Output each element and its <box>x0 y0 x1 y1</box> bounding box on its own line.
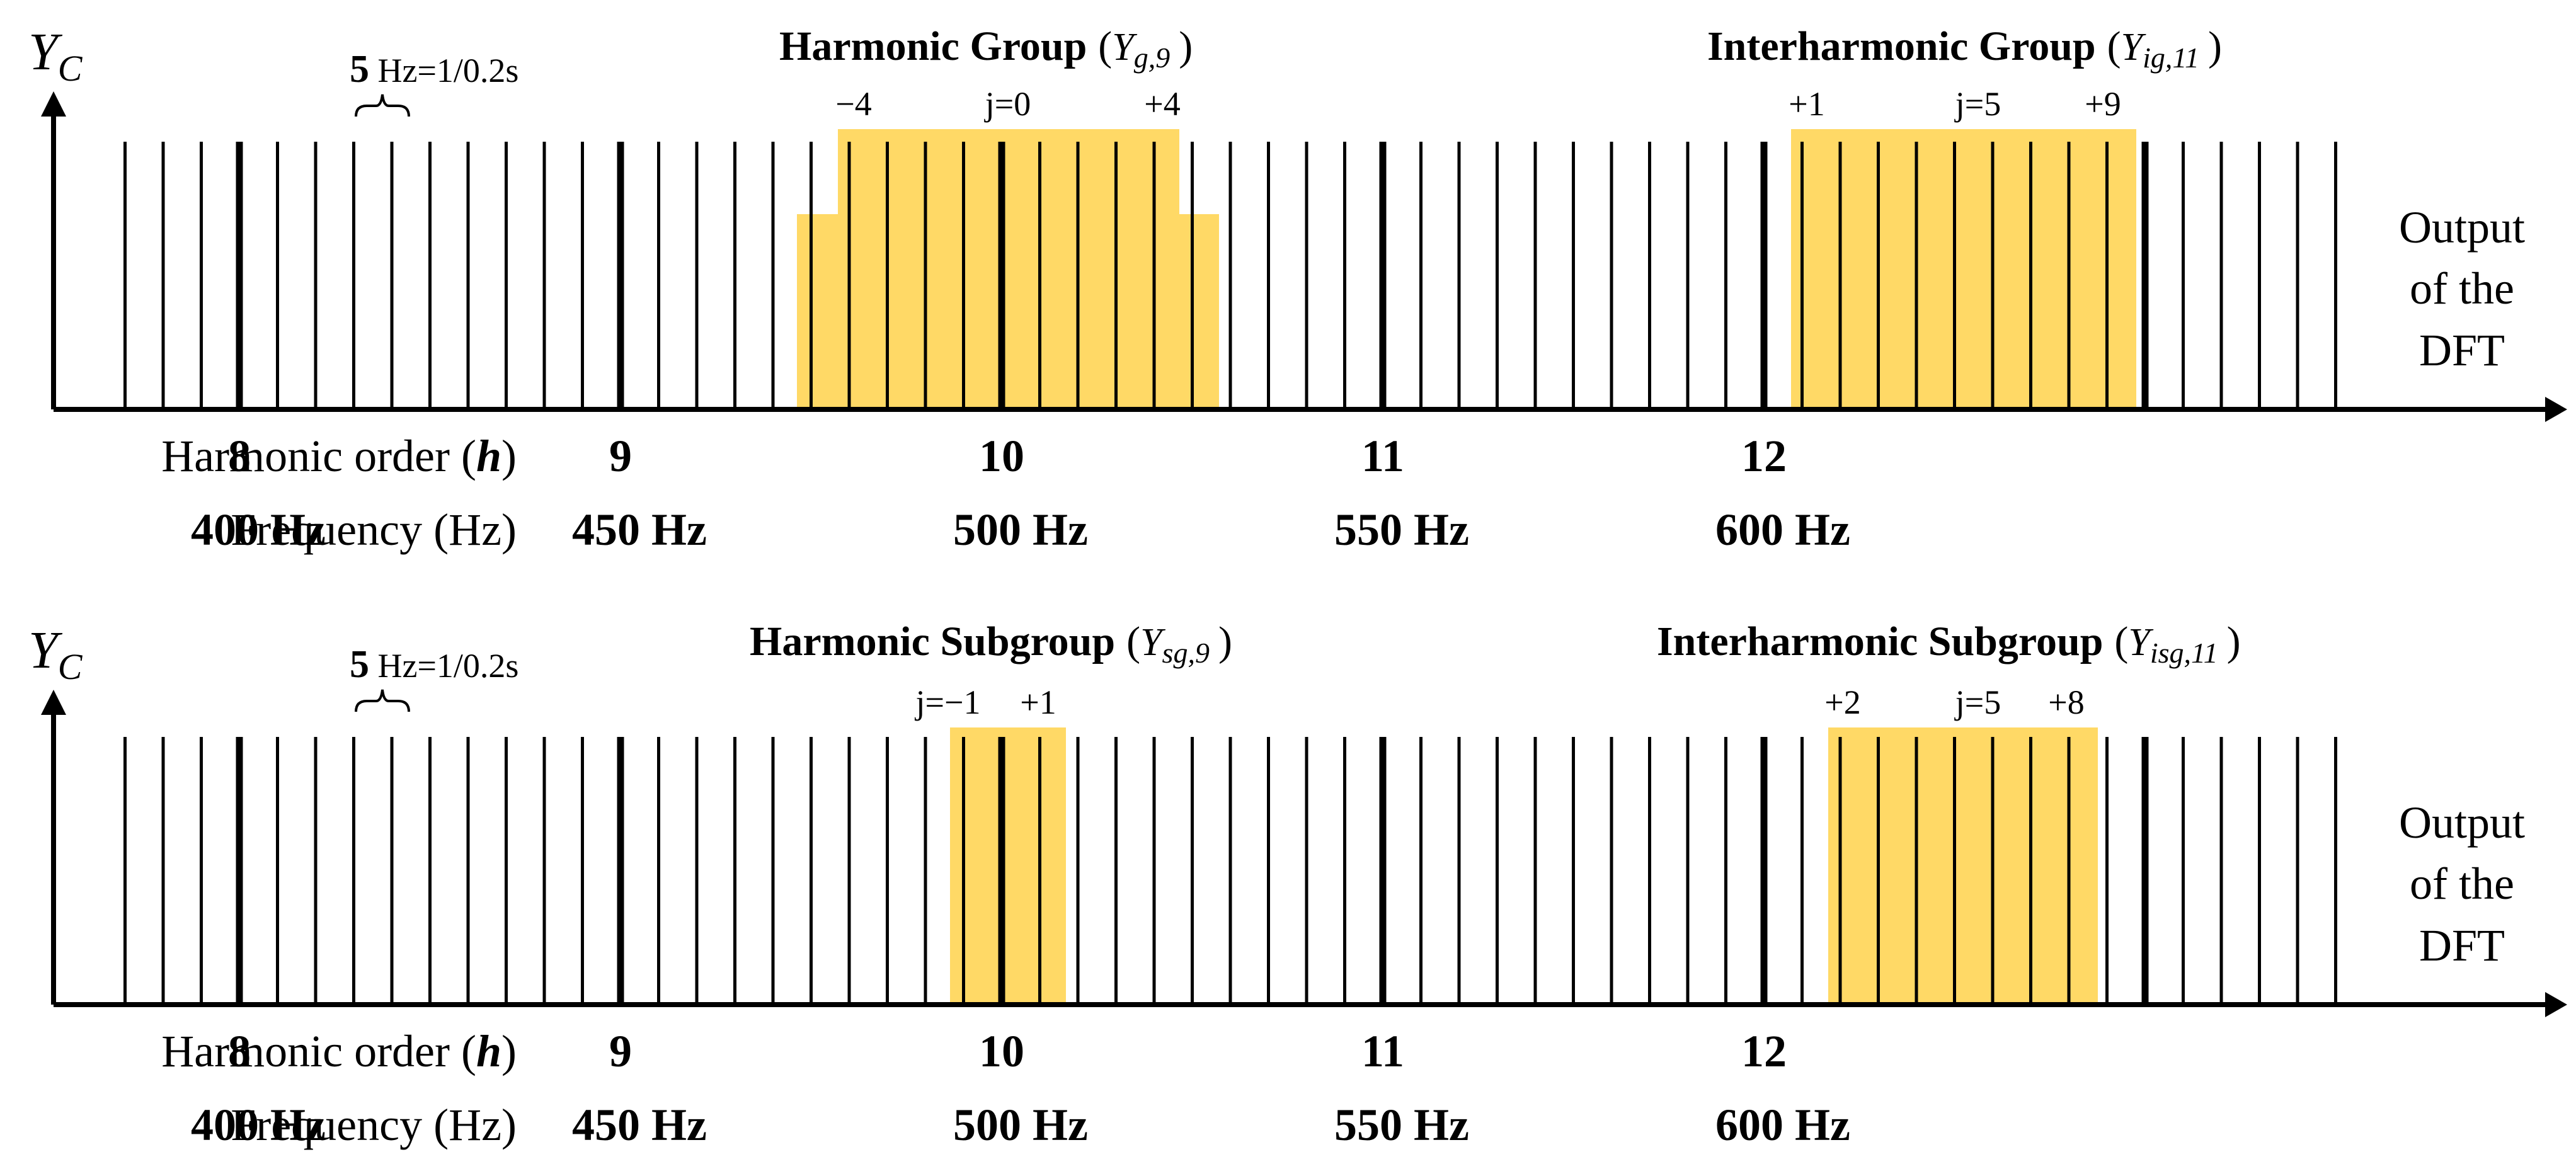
frequency-tick-label: 600 Hz <box>1715 1100 1850 1150</box>
y-axis-label: YC <box>28 23 83 89</box>
harmonic-group-title: Harmonic Group (Yg,9) <box>779 23 1193 74</box>
harmonic-order-tick-label: 8 <box>228 1026 251 1076</box>
bin-spacing-brace-icon <box>355 94 410 117</box>
harmonic-order-tick-label: 9 <box>609 1026 632 1076</box>
highlight-interharmonic-group-region <box>1791 129 2136 409</box>
magnitude-axis-arrow-icon <box>41 690 66 715</box>
frequency-tick-label: 450 Hz <box>572 1100 707 1150</box>
harmonic-order-tick-label: 8 <box>228 431 251 481</box>
highlight-harmonic-subgroup-region <box>950 727 1066 1005</box>
frequency-tick-label: 550 Hz <box>1334 1100 1469 1150</box>
harmonic-order-label: Harmonic order (h) <box>161 431 517 481</box>
frequency-ticks: 400 Hz 450 Hz 500 Hz 550 Hz 600 Hz <box>191 505 1850 555</box>
output-label-line3: DFT <box>2419 920 2505 971</box>
harmonic-order-tick-label: 12 <box>1741 1026 1787 1076</box>
panel-harmonic-group: YC 5 Hz=1/0.2s Harmonic Group (Yg,9) Inte… <box>28 23 2567 555</box>
output-label-line2: of the <box>2410 858 2514 909</box>
frequency-tick-label: 500 Hz <box>953 1100 1088 1150</box>
magnitude-axis-arrow-icon <box>41 91 66 117</box>
harmonic-order-tick-label: 12 <box>1741 431 1787 481</box>
harmonic-order-tick-label: 11 <box>1361 431 1404 481</box>
dft-bins <box>123 142 2337 409</box>
ih-group-mark-center: j=5 <box>1954 85 2001 123</box>
frequency-label: Frequency (Hz) <box>231 505 517 555</box>
interharmonic-subgroup-title: Interharmonic Subgroup (Yisg,11) <box>1657 619 2241 669</box>
frequency-axis-arrow-icon <box>2545 992 2567 1017</box>
subgroup-mark-start: j=−1 <box>915 683 981 721</box>
ih-subgroup-mark-end: +8 <box>2048 683 2084 721</box>
frequency-tick-label: 400 Hz <box>191 1100 326 1150</box>
harmonic-subgroup-title: Harmonic Subgroup (Ysg,9) <box>750 619 1232 669</box>
frequency-tick-label: 550 Hz <box>1334 505 1469 555</box>
harmonic-order-ticks: 8 9 10 11 12 <box>228 1026 1787 1076</box>
frequency-label: Frequency (Hz) <box>231 1100 517 1150</box>
bin-spacing-brace-icon <box>355 689 410 712</box>
interharmonic-group-title: Interharmonic Group (Yig,11) <box>1707 23 2222 74</box>
group-mark-start: −4 <box>835 85 871 123</box>
ih-subgroup-mark-start: +2 <box>1824 683 1860 721</box>
dft-bins <box>123 737 2337 1005</box>
frequency-tick-label: 400 Hz <box>191 505 326 555</box>
output-label-line2: of the <box>2410 263 2514 314</box>
harmonic-order-tick-label: 10 <box>979 1026 1024 1076</box>
frequency-axis-arrow-icon <box>2545 397 2567 422</box>
panel-harmonic-subgroup: YC 5 Hz=1/0.2s Harmonic Subgroup (Ysg,9) … <box>28 619 2567 1150</box>
harmonic-order-label: Harmonic order (h) <box>161 1026 517 1076</box>
group-mark-center: j=0 <box>984 85 1031 123</box>
bin-spacing-note: 5 Hz=1/0.2s <box>350 643 518 686</box>
subgroup-mark-end: +1 <box>1020 683 1056 721</box>
frequency-ticks: 400 Hz 450 Hz 500 Hz 550 Hz 600 Hz <box>191 1100 1850 1150</box>
output-label-line3: DFT <box>2419 325 2505 375</box>
output-label-line1: Output <box>2399 797 2525 848</box>
harmonic-order-tick-label: 10 <box>979 431 1024 481</box>
harmonic-order-ticks: 8 9 10 11 12 <box>228 431 1787 481</box>
harmonic-order-tick-label: 9 <box>609 431 632 481</box>
frequency-tick-label: 600 Hz <box>1715 505 1850 555</box>
bin-spacing-note: 5 Hz=1/0.2s <box>350 48 518 91</box>
highlight-interharmonic-subgroup-region <box>1828 727 2098 1005</box>
ih-group-mark-start: +1 <box>1789 85 1824 123</box>
frequency-tick-label: 500 Hz <box>953 505 1088 555</box>
harmonic-order-tick-label: 11 <box>1361 1026 1404 1076</box>
output-label-line1: Output <box>2399 202 2525 253</box>
frequency-tick-label: 450 Hz <box>572 505 707 555</box>
group-mark-end: +4 <box>1144 85 1180 123</box>
highlight-harmonic-group-region <box>797 129 1219 409</box>
ih-subgroup-mark-center: j=5 <box>1954 683 2001 721</box>
ih-group-mark-end: +9 <box>2085 85 2121 123</box>
y-axis-label: YC <box>28 621 83 687</box>
